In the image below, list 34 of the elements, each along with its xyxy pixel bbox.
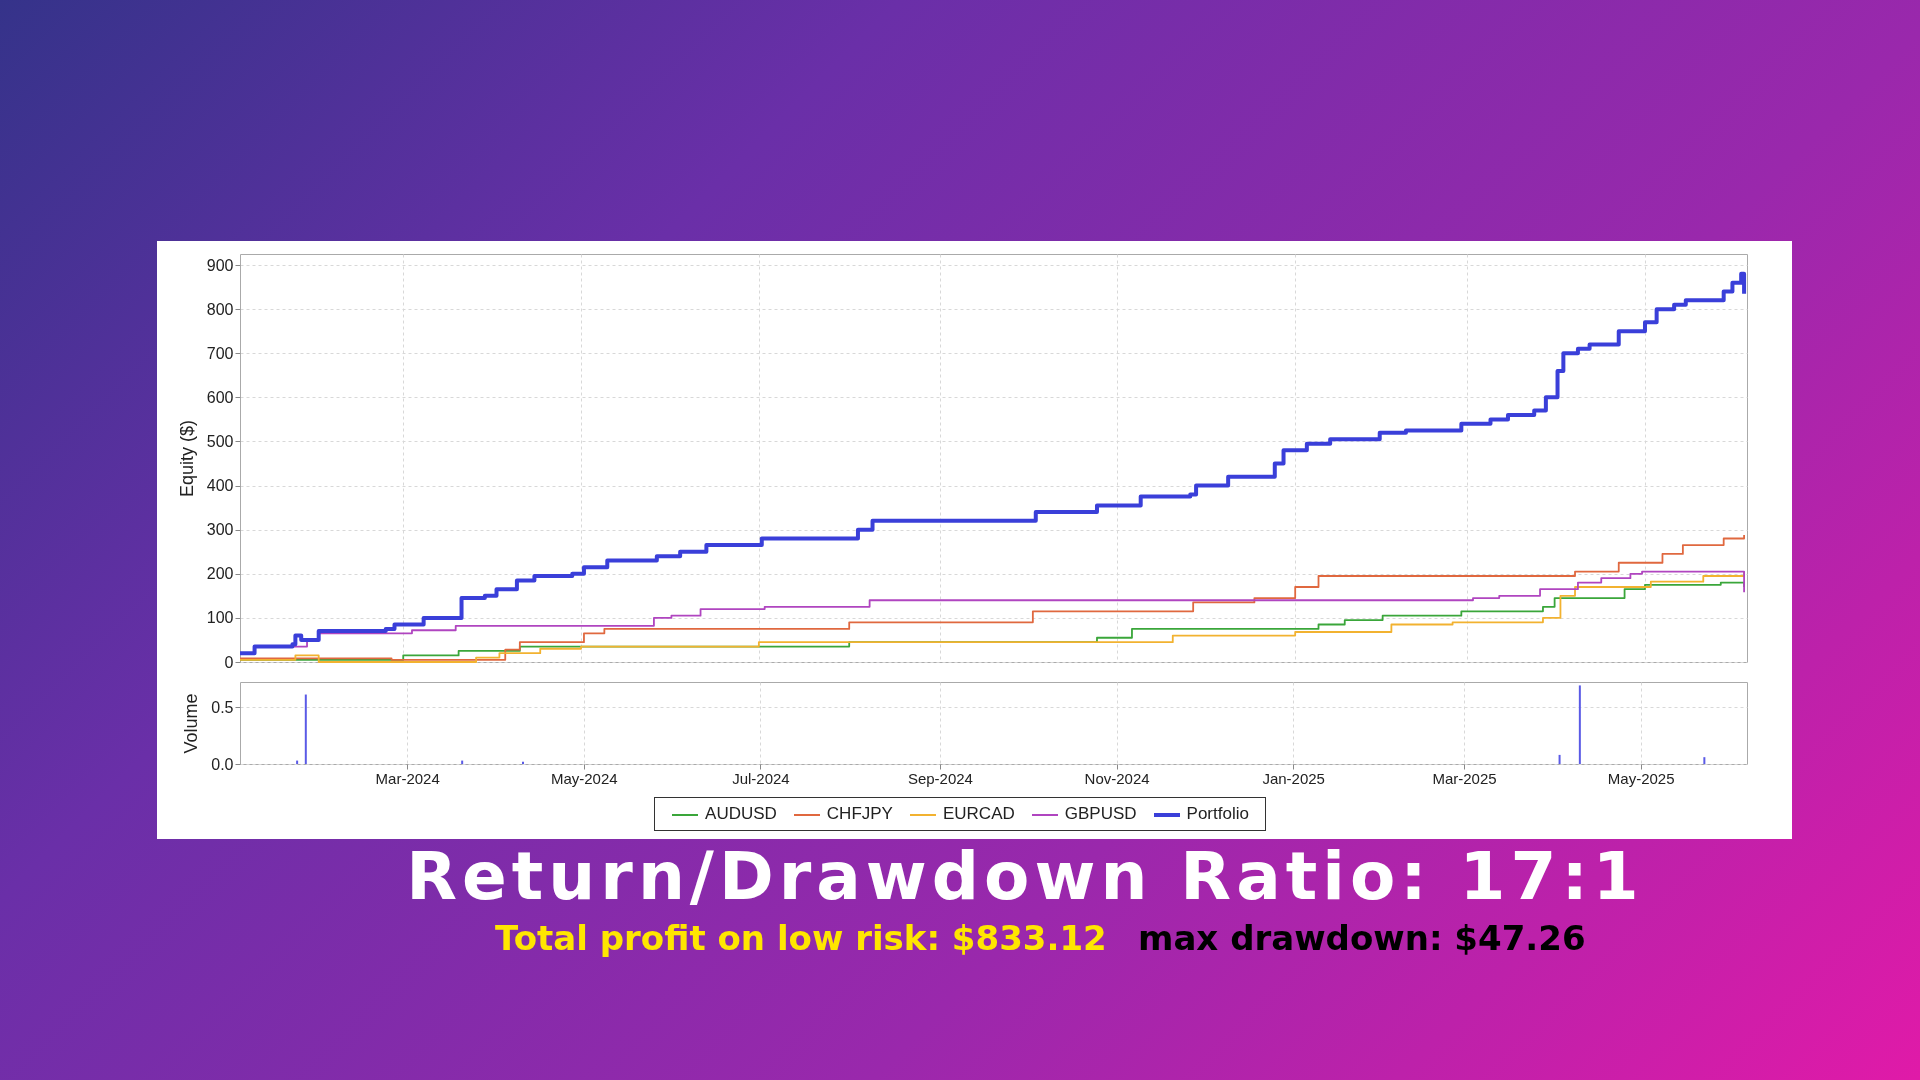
- legend-label: AUDUSD: [705, 804, 777, 823]
- bar: [1558, 754, 1561, 764]
- y-tick-label: 200: [206, 565, 234, 583]
- text: max drawdown: $47.26: [1138, 918, 1586, 958]
- x-tick-label: Nov-2024: [1084, 769, 1150, 787]
- x-tick-label: May-2024: [550, 769, 618, 787]
- y-tick-label: 0.5: [211, 698, 234, 716]
- y-tick-label: 300: [206, 521, 234, 539]
- y-tick-label: 800: [206, 300, 234, 318]
- bar: [304, 694, 307, 764]
- y-tick-label: 700: [206, 344, 234, 362]
- legend-label: EURCAD: [942, 804, 1015, 823]
- y-axis-title: Volume: [181, 693, 202, 754]
- legend-label: Portfolio: [1186, 804, 1249, 823]
- y-tick-label: 100: [206, 609, 234, 627]
- x-tick-label: Sep-2024: [907, 769, 973, 787]
- y-tick-label: 500: [206, 432, 234, 450]
- y-tick-label: 0.0: [211, 755, 234, 773]
- y-tick-label: 0: [224, 653, 234, 671]
- text: Return/Drawdown Ratio: 17:1: [405, 838, 1645, 915]
- legend-label: GBPUSD: [1064, 804, 1137, 823]
- y-tick-label: 600: [206, 388, 234, 406]
- x-tick-label: Jan-2025: [1262, 769, 1325, 787]
- y-tick-label: 900: [206, 256, 234, 274]
- x-tick-label: May-2025: [1607, 769, 1675, 787]
- x-tick-label: Mar-2025: [1432, 769, 1497, 787]
- x-tick-label: Jul-2024: [732, 769, 790, 787]
- legend-label: CHFJPY: [826, 804, 893, 823]
- bar: [1578, 685, 1581, 764]
- y-axis-title: Equity ($): [176, 419, 197, 498]
- text: Total profit on low risk: $833.12: [495, 918, 1107, 958]
- x-tick-label: Mar-2024: [375, 769, 440, 787]
- bar: [1703, 757, 1706, 764]
- y-tick-label: 400: [206, 477, 234, 495]
